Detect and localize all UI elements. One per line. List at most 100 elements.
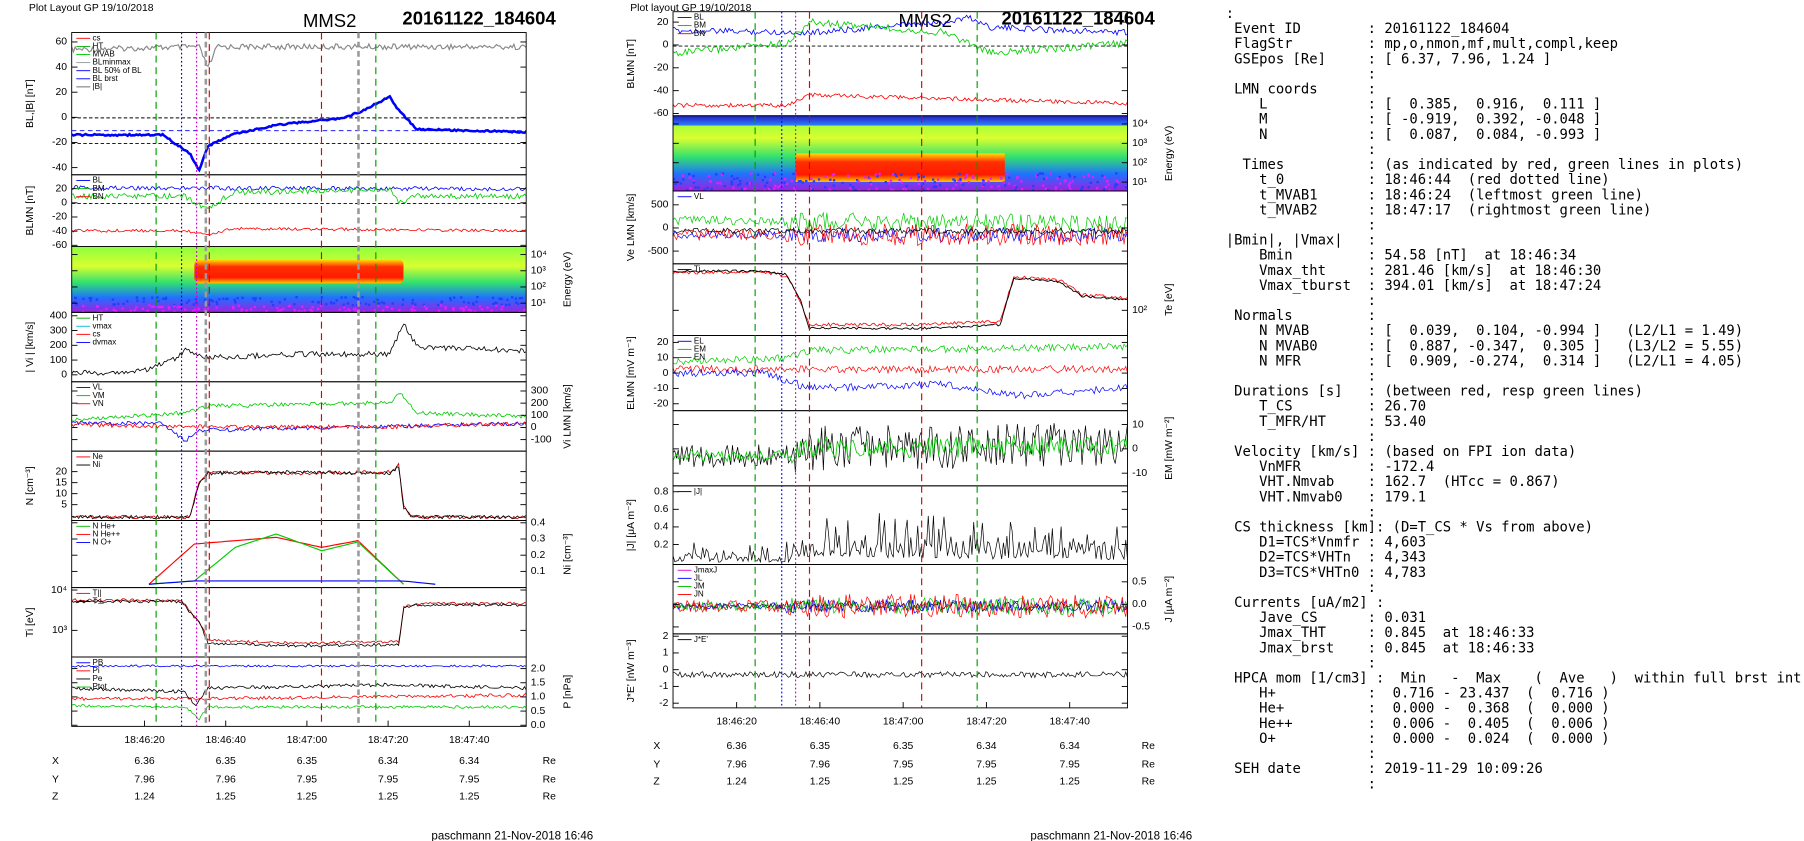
spectrogram-speckle (898, 178, 901, 182)
trace (673, 513, 1128, 564)
summary-line: Durations [s] : (between red, resp green… (1226, 384, 1643, 400)
y-axis-label: J [μA m⁻²] (1164, 576, 1175, 623)
legend-label: N O+ (93, 538, 112, 547)
spectrogram-speckle (376, 298, 379, 302)
spectrogram-speckle (121, 307, 124, 310)
ephemeris-name: X (653, 741, 660, 752)
panel-content (673, 513, 1128, 564)
spectrogram-speckle (82, 304, 85, 308)
spectrogram-speckle (858, 189, 861, 191)
panel-content (71, 246, 527, 313)
summary-line: : (1226, 776, 1376, 792)
trace (673, 270, 1128, 328)
spectrogram-speckle (518, 297, 521, 300)
spectrogram-speckle (706, 186, 709, 190)
spectrogram-speckle (1068, 187, 1072, 191)
spectrogram-speckle (817, 178, 821, 181)
spectrogram-speckle (841, 181, 844, 185)
spectrogram-speckle (1020, 188, 1024, 191)
spectrogram-speckle (785, 182, 789, 186)
ephemeris-value: 6.34 (459, 756, 479, 767)
trace (673, 18, 1128, 57)
spectrogram-speckle (500, 308, 503, 311)
spectrogram-speckle (1107, 183, 1110, 186)
spectrogram-speckle (709, 180, 712, 183)
spectrogram-speckle (857, 180, 860, 183)
spectrogram-speckle (114, 309, 117, 313)
spectrogram-speckle (958, 172, 961, 176)
y-axis-label: Ni [cm⁻³] (563, 533, 574, 574)
summary-line: GSEpos [Re] : [ 6.37, 7.96, 1.24 ] (1226, 51, 1551, 67)
spectrogram-speckle (493, 301, 497, 305)
summary-line: D2=TCS*VHTn : 4,343 (1226, 550, 1426, 566)
ephemeris-value: 1.25 (459, 792, 479, 803)
spectrogram-speckle (981, 184, 984, 188)
spectrogram-speckle (410, 307, 414, 311)
spectrogram-speckle (157, 305, 160, 308)
spectrogram-speckle (1016, 176, 1019, 180)
spectrogram-speckle (158, 305, 162, 309)
y-axis-label: Ti [eV] (25, 607, 36, 637)
spectrogram-speckle (472, 303, 475, 306)
spectrogram-speckle (218, 298, 221, 301)
ephemeris-value: 7.95 (976, 759, 996, 770)
y-tick-label: 10¹ (1132, 177, 1148, 188)
summary-line: : (1226, 504, 1376, 520)
summary-line: Velocity [km/s] : (based on FPI ion data… (1226, 444, 1576, 460)
legend-label: T⊥ (93, 597, 105, 606)
y-axis-label: | Vi | [km/s] (25, 322, 36, 373)
spectrogram-speckle (192, 303, 195, 306)
spectrogram-speckle (501, 305, 504, 308)
y-axis-label: Ve LMN [km/s] (626, 193, 637, 261)
spectrogram-speckle (206, 307, 210, 310)
summary-line: : (1226, 429, 1376, 445)
legend-label: MVAB (93, 50, 115, 59)
spectrogram-speckle (982, 179, 985, 182)
spectrogram-speckle (354, 296, 357, 300)
trace (148, 533, 404, 585)
spectrogram-speckle (317, 301, 321, 304)
ephemeris-value: 6.35 (297, 756, 317, 767)
spectrogram-speckle (679, 182, 683, 185)
spectrogram-speckle (89, 299, 92, 302)
spectrogram-speckle (892, 189, 895, 191)
spectrogram-speckle (335, 299, 338, 302)
y-tick-label: 0.8 (654, 486, 669, 497)
spectrogram-speckle (332, 302, 336, 305)
ephemeris-value: 7.95 (378, 774, 398, 785)
spectrogram-speckle (764, 184, 767, 188)
spectrogram-speckle (710, 187, 713, 191)
spectrogram-speckle (161, 305, 164, 309)
spectrogram-speckle (344, 296, 347, 299)
spectrogram-speckle (1034, 175, 1038, 178)
spectrogram-speckle (767, 187, 771, 191)
spectrogram-speckle (504, 303, 508, 307)
spectrogram-speckle (952, 178, 955, 181)
spectrogram-speckle (401, 303, 404, 306)
summary-line: Vmax_tburst : 394.01 [km/s] at 18:47:24 (1226, 278, 1601, 294)
trace (673, 269, 1128, 331)
spectrogram-speckle (476, 295, 479, 299)
spectrogram-speckle (462, 310, 465, 313)
spectrogram-speckle (467, 308, 471, 311)
x-tick-label: 18:46:40 (800, 716, 841, 727)
spectrogram-speckle (74, 296, 77, 300)
spectrogram-speckle (146, 309, 149, 312)
spectrogram-speckle (824, 186, 827, 189)
spectrogram-speckle (73, 301, 77, 304)
summary-line: N : [ 0.087, 0.084, -0.993 ] (1226, 127, 1601, 143)
spectrogram-speckle (301, 305, 304, 308)
spectrogram-speckle (364, 302, 368, 306)
spectrogram-speckle (377, 304, 380, 308)
ephemeris-unit: Re (1142, 741, 1156, 752)
spectrogram-speckle (462, 300, 466, 304)
spectrogram-speckle (1114, 186, 1117, 189)
legend-label: J*E' (694, 635, 709, 644)
summary-line: H+ : 0.716 - 23.437 ( 0.716 ) (1226, 686, 1610, 702)
panel-content (71, 323, 527, 376)
spectrogram-speckle (309, 308, 312, 312)
legend-label: EL (694, 336, 704, 345)
ephemeris-unit: Re (543, 792, 557, 803)
y-tick-label: 10⁴ (531, 249, 547, 260)
legend-label: Pi (93, 666, 100, 675)
